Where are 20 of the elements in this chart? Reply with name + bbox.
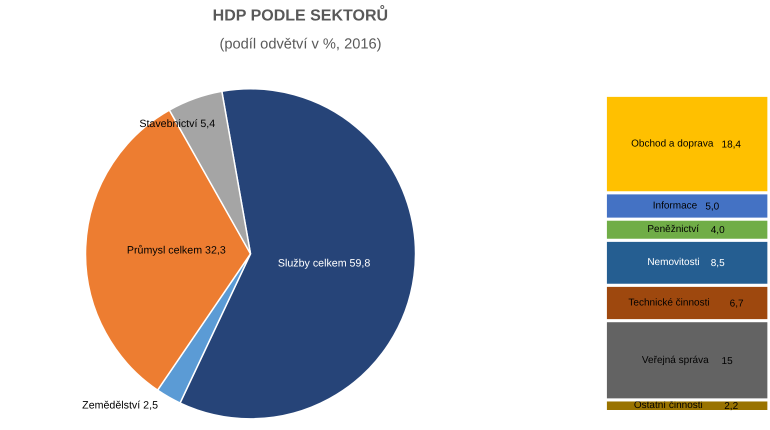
series-label: Ostatní činnosti [634,400,703,412]
chart-subtitle: (podíl odvětví v %, 2016) [219,36,382,52]
data-label: 8,5 [710,258,726,270]
slice-label: Stavebnictví 5,4 [139,118,216,130]
data-label: 4,0 [710,225,726,236]
series-label: Peněžnictví [647,224,700,236]
slice-label: Zemědělství 2,5 [82,400,158,412]
slice-label: Služby celkem 59,8 [278,258,370,270]
series-label: Veřejná správa [642,354,710,366]
data-label: 5,0 [705,201,720,212]
data-label: 2,2 [724,401,739,412]
series-label: Technické činnosti [628,297,710,308]
chart-title: HDP PODLE SEKTORŮ [212,4,388,24]
series-label: Informace [652,200,698,212]
data-label: 18,4 [722,140,742,151]
series-label: Nemovitosti [647,257,700,268]
series-label: Obchod a doprava [631,138,714,150]
slice-label: Průmysl celkem 32,3 [126,244,226,257]
data-label: 6,7 [730,298,744,310]
data-label: 15 [722,356,734,367]
